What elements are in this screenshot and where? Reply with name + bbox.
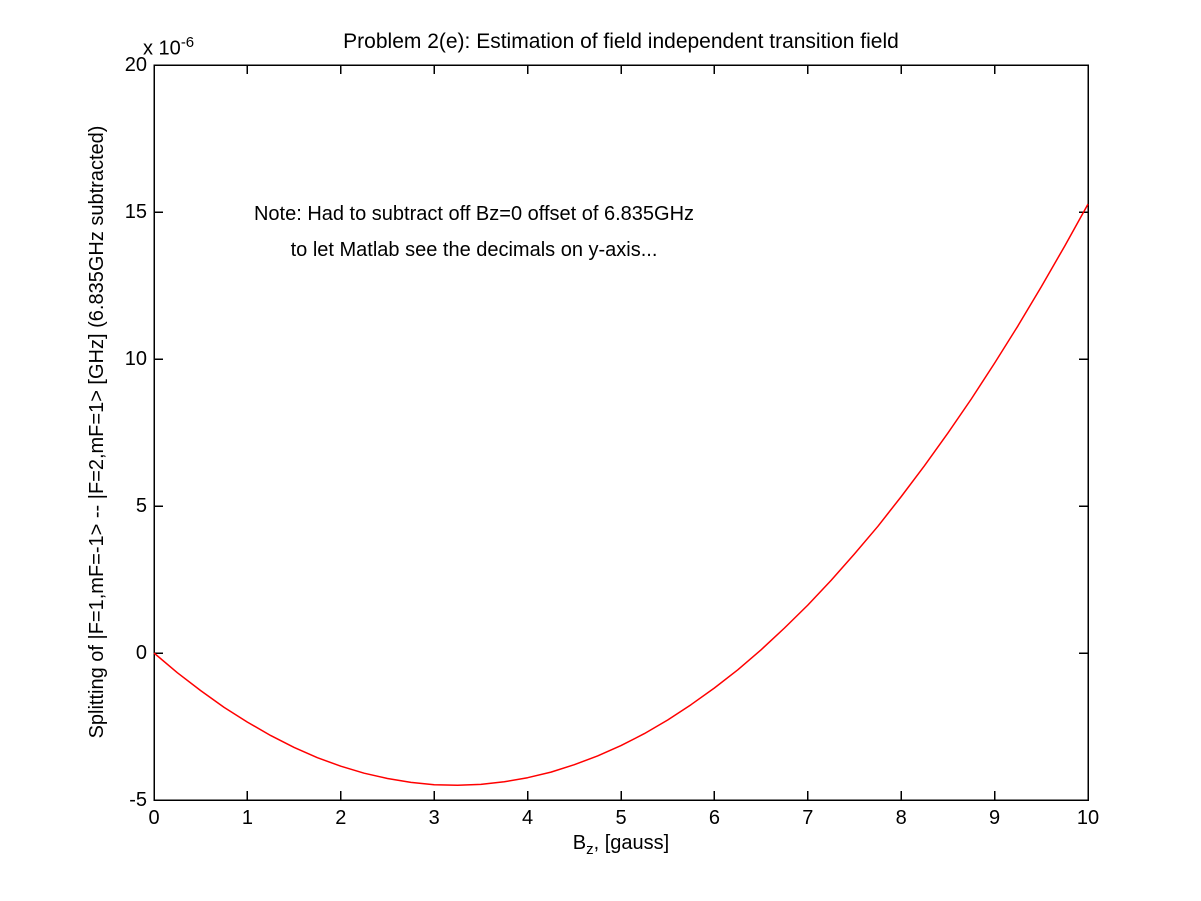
- data-curve: [153, 203, 1089, 787]
- y-axis-exponent-base: x 10: [143, 37, 181, 60]
- x-axis-label-rest: , [gauss]: [593, 832, 670, 854]
- y-tick-label: 20: [124, 54, 147, 76]
- annotation-note: Note: Had to subtract off Bz=0 offset of…: [249, 196, 699, 268]
- x-tick-label: 7: [802, 807, 814, 829]
- y-tick-label: 10: [124, 348, 147, 370]
- x-axis-label-sub: z: [586, 841, 594, 858]
- x-tick-label: 4: [522, 807, 534, 829]
- x-tick-label: 3: [428, 807, 440, 829]
- y-tick-label: 15: [124, 201, 147, 223]
- y-tick-label: 0: [135, 642, 147, 664]
- y-axis-exponent: x 10-6: [143, 34, 194, 61]
- x-tick-label: 10: [1076, 807, 1100, 829]
- x-tick-label: 0: [148, 807, 160, 829]
- x-tick-label: 9: [989, 807, 1001, 829]
- annotation-note-line1: Note: Had to subtract off Bz=0 offset of…: [253, 203, 695, 225]
- annotation-note-line2: to let Matlab see the decimals on y-axis…: [290, 239, 658, 261]
- y-axis-exponent-power: -6: [180, 34, 195, 51]
- x-tick-label: 8: [895, 807, 907, 829]
- y-tick-label: 5: [135, 495, 147, 517]
- chart-title: Problem 2(e): Estimation of field indepe…: [343, 30, 899, 53]
- x-tick-label: 1: [241, 807, 253, 829]
- y-axis-label: Splitting of |F=1,mF=-1> -- |F=2,mF=1> […: [86, 125, 108, 739]
- x-tick-label: 5: [615, 807, 627, 829]
- x-axis-label: Bz, [gauss]: [154, 832, 1088, 858]
- y-tick-label: -5: [129, 789, 147, 811]
- x-tick-label: 2: [335, 807, 347, 829]
- x-axis-label-base: B: [572, 832, 587, 854]
- x-tick-label: 6: [708, 807, 720, 829]
